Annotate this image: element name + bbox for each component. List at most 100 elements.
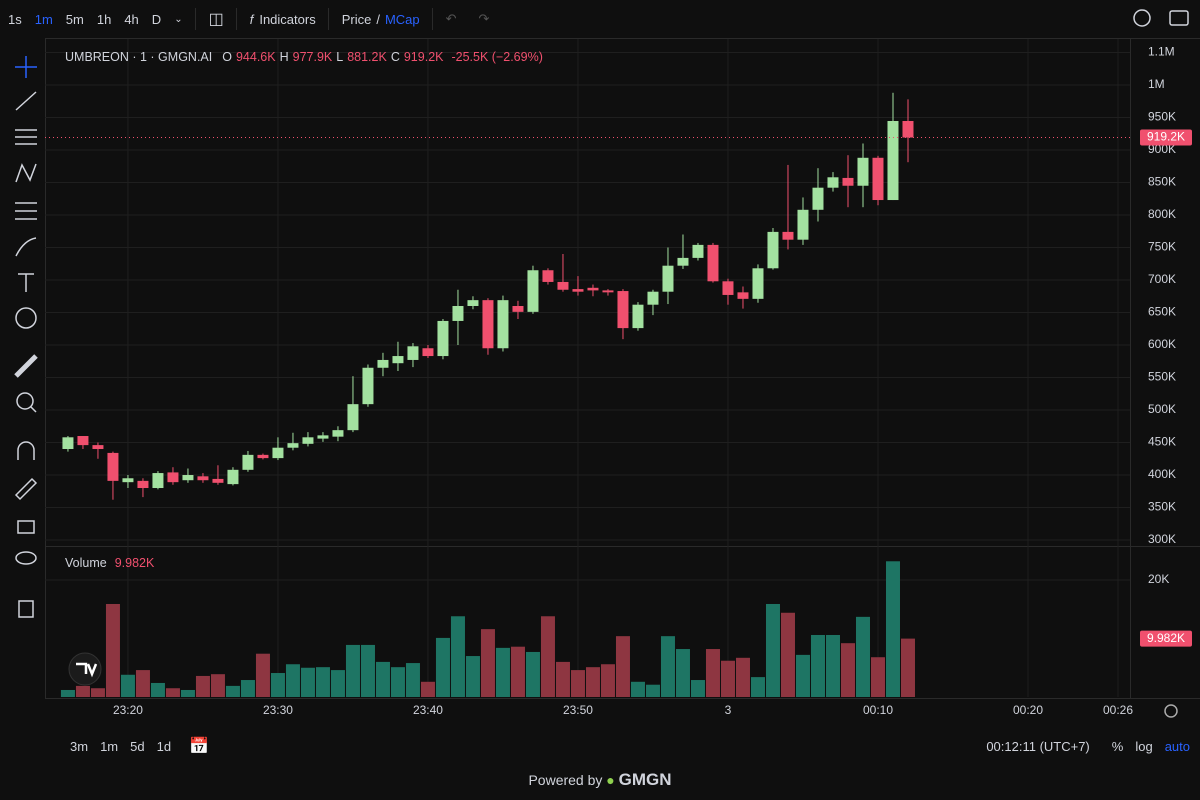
date-range-button[interactable]: 📅 [189,738,209,755]
range-button[interactable]: 3m [70,738,89,754]
pattern-tool[interactable] [15,163,37,183]
legend-key: L [336,50,344,64]
volume-bar [270,673,285,697]
volume-bar [735,657,750,697]
price-toggle[interactable]: Price [341,11,372,27]
volume-bar [165,688,180,697]
zoom-tool[interactable] [16,392,37,413]
lock-tool[interactable] [17,520,35,534]
axis-settings-button[interactable] [1164,704,1178,718]
indicators-button[interactable]: Indicators [259,11,316,27]
bottom-bar: 3m 1m 5d 1d 📅 00:12:11 (UTC+7) % log aut… [0,734,1200,758]
fib-tool[interactable] [15,129,37,145]
redo-button[interactable]: ↷ [478,11,490,26]
trend-line-tool[interactable] [15,91,37,111]
candle-body [122,478,134,483]
interval-dropdown[interactable]: ⌄ [174,13,183,25]
volume-bar [765,603,780,697]
volume-bar [435,637,450,697]
clock: 00:12:11 (UTC+7) [986,738,1090,754]
x-tick-label: 23:20 [113,703,143,717]
candle-body [617,291,629,329]
percent-toggle[interactable]: % [1111,738,1124,754]
delete-tool[interactable] [18,600,34,618]
separator [194,8,196,30]
log-toggle[interactable]: log [1135,738,1153,754]
top-toolbar: 1s 1m 5m 1h 4h D ⌄ ◫ f Indicators Price … [0,0,1200,38]
y-tick-label: 950K [1148,110,1176,124]
prediction-tool[interactable] [15,202,37,220]
candle-body [407,346,419,360]
candle-body [77,436,89,446]
range-button[interactable]: 5d [130,738,145,754]
auto-toggle[interactable]: auto [1164,738,1190,754]
volume-bar [870,657,885,697]
volume-bar [555,661,570,697]
screenshot-button[interactable] [1169,10,1189,26]
volume-bar [480,629,495,697]
interval[interactable]: 5m [65,11,84,27]
candle-body [872,157,884,201]
settings-button[interactable] [1133,9,1151,27]
volume-bar [345,644,360,697]
candle-body [347,404,359,431]
volume-bar [750,677,765,697]
volume-bar [240,680,255,697]
interval[interactable]: D [151,11,162,27]
candle-body [512,305,524,312]
interval[interactable]: 4h [124,11,139,27]
y-tick-label: 900K [1148,142,1176,156]
legend-key: H [279,50,289,64]
hide-tool[interactable] [15,551,37,565]
volume-bar [645,684,660,697]
candle-body [137,480,149,489]
candle-body [212,478,224,483]
candle-body [377,359,389,368]
emoji-tool[interactable] [15,307,37,329]
candle-body [287,443,299,448]
volume-bar [540,616,555,697]
legend-key: C [390,50,400,64]
volume-bar [495,647,510,697]
candle-body [257,454,269,459]
candle-body [92,445,104,450]
volume-value: 9.982K [114,556,155,570]
interval[interactable]: 1m [34,11,53,27]
volume-bar [660,636,675,697]
volume-bar [75,685,90,697]
x-tick-label: 00:20 [1013,703,1043,717]
candle-body [572,289,584,292]
candle-body [827,177,839,188]
volume-bar [285,664,300,697]
volume-bar [195,675,210,697]
indicators-icon[interactable]: f [249,11,254,27]
brush-tool[interactable] [15,237,37,257]
interval[interactable]: 1h [96,11,112,27]
candle-body [392,356,404,364]
volume-bar [150,682,165,697]
text-tool[interactable] [18,273,34,292]
volume-bar [525,651,540,697]
ruler-tool[interactable] [14,354,38,378]
candle-body [707,244,719,282]
range-button[interactable]: 1d [156,738,172,754]
interval[interactable]: 1s [8,11,22,27]
range-button[interactable]: 1m [100,738,119,754]
separator [327,8,329,30]
candle-body [602,290,614,293]
separator [431,8,433,30]
volume-bar [210,674,225,697]
mcap-toggle[interactable]: MCap [384,11,420,27]
lock-drawing-tool[interactable] [14,477,38,501]
candle-body [467,300,479,306]
candle-body [482,300,494,349]
candle-body [647,291,659,305]
crosshair-tool[interactable] [15,56,37,78]
candle-body [692,244,704,258]
chart-type-button[interactable]: ◫ [208,11,224,28]
magnet-tool[interactable] [17,441,35,460]
undo-button[interactable]: ↶ [445,11,457,26]
y-tick-label: 550K [1148,370,1176,384]
y-tick-label: 800K [1148,207,1176,221]
